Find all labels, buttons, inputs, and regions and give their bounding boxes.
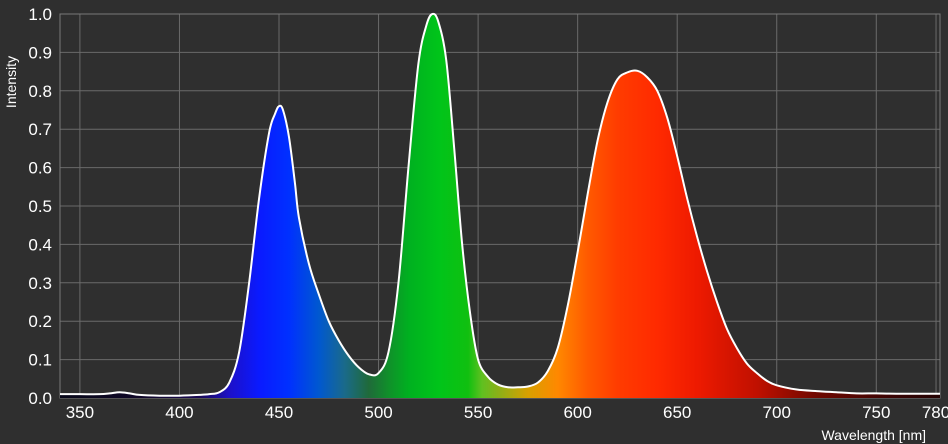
x-tick-label: 750 bbox=[862, 403, 890, 422]
x-tick-label: 400 bbox=[165, 403, 193, 422]
y-tick-label: 0.8 bbox=[28, 82, 52, 101]
x-tick-label: 650 bbox=[663, 403, 691, 422]
y-tick-label: 0.2 bbox=[28, 312, 52, 331]
y-tick-label: 0.7 bbox=[28, 120, 52, 139]
y-tick-label: 0.3 bbox=[28, 274, 52, 293]
y-tick-label: 0.0 bbox=[28, 389, 52, 408]
y-tick-label: 0.9 bbox=[28, 43, 52, 62]
series-line bbox=[60, 12, 940, 397]
y-tick-label: 0.4 bbox=[28, 235, 52, 254]
x-tick-label: 500 bbox=[364, 403, 392, 422]
x-tick-label: 600 bbox=[563, 403, 591, 422]
y-tick-label: 0.6 bbox=[28, 159, 52, 178]
spectrum-area-fill bbox=[60, 13, 940, 398]
y-tick-label: 0.1 bbox=[28, 351, 52, 370]
x-tick-label: 550 bbox=[464, 403, 492, 422]
x-tick-label: 350 bbox=[66, 403, 94, 422]
y-tick-label: 0.5 bbox=[28, 197, 52, 216]
x-tick-label: 700 bbox=[763, 403, 791, 422]
y-axis-label: Intensity bbox=[3, 56, 19, 108]
x-axis-label: Wavelength [nm] bbox=[821, 427, 926, 443]
axes: 0.0 0.1 0.2 0.3 0.4 0.5 0.6 0.7 0.8 0.9 1.0 350 400 4… bbox=[28, 5, 948, 422]
x-tick-label: 780 bbox=[922, 403, 948, 422]
x-tick-label: 450 bbox=[265, 403, 293, 422]
y-tick-label: 1.0 bbox=[28, 5, 52, 24]
